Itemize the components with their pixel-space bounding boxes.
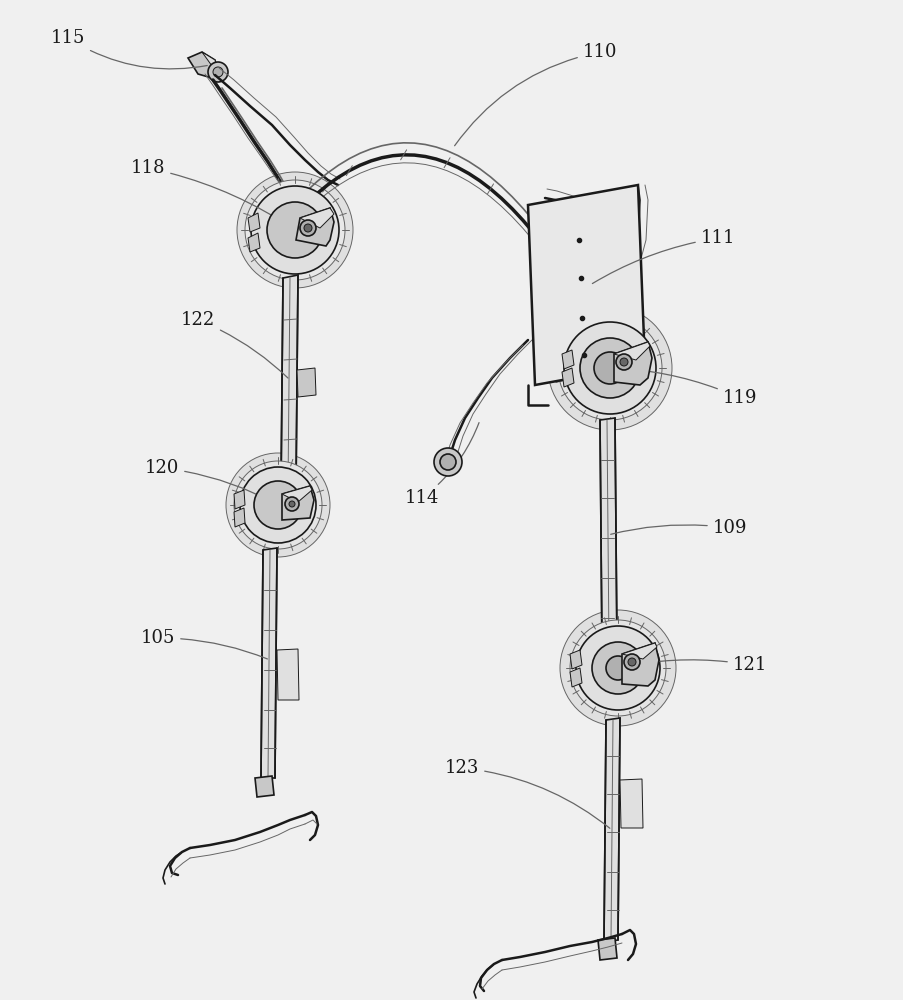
Text: 118: 118 (131, 159, 293, 228)
Circle shape (563, 322, 656, 414)
Circle shape (591, 642, 643, 694)
Text: 123: 123 (444, 759, 610, 828)
Polygon shape (295, 208, 333, 246)
Polygon shape (598, 938, 617, 960)
Polygon shape (300, 208, 333, 228)
Polygon shape (562, 368, 573, 387)
Polygon shape (603, 718, 619, 942)
Polygon shape (562, 350, 573, 369)
Polygon shape (621, 643, 656, 659)
Text: 105: 105 (141, 629, 267, 659)
Polygon shape (600, 418, 617, 650)
Circle shape (628, 658, 636, 666)
Circle shape (254, 481, 302, 529)
Circle shape (570, 620, 666, 716)
Circle shape (623, 654, 639, 670)
Circle shape (237, 172, 352, 288)
Circle shape (605, 656, 629, 680)
Polygon shape (188, 52, 218, 78)
Circle shape (226, 453, 330, 557)
Polygon shape (255, 776, 274, 797)
Polygon shape (613, 342, 651, 385)
Circle shape (245, 180, 345, 280)
Circle shape (619, 358, 628, 366)
Circle shape (575, 626, 659, 710)
Polygon shape (282, 486, 313, 520)
Circle shape (580, 338, 639, 398)
Polygon shape (276, 649, 299, 700)
Circle shape (303, 224, 312, 232)
Circle shape (289, 501, 294, 507)
Circle shape (284, 497, 299, 511)
Circle shape (615, 354, 631, 370)
Polygon shape (261, 548, 276, 778)
Text: 115: 115 (51, 29, 207, 69)
Text: 111: 111 (591, 229, 734, 284)
Polygon shape (281, 275, 298, 490)
Text: 122: 122 (181, 311, 288, 378)
Polygon shape (297, 368, 316, 397)
Circle shape (239, 467, 316, 543)
Circle shape (251, 186, 339, 274)
Circle shape (433, 448, 461, 476)
Polygon shape (570, 650, 582, 669)
Circle shape (547, 306, 671, 430)
Circle shape (559, 610, 675, 726)
Text: 119: 119 (612, 368, 757, 407)
Polygon shape (234, 490, 245, 509)
Polygon shape (282, 486, 312, 502)
Polygon shape (570, 668, 582, 687)
Polygon shape (234, 508, 245, 527)
Circle shape (213, 67, 223, 77)
Polygon shape (247, 233, 260, 252)
Text: 109: 109 (610, 519, 747, 537)
Polygon shape (527, 185, 644, 385)
Circle shape (440, 454, 455, 470)
Circle shape (234, 461, 321, 549)
Circle shape (557, 316, 661, 420)
Polygon shape (619, 779, 642, 828)
Circle shape (593, 352, 625, 384)
Polygon shape (613, 342, 649, 360)
Text: 120: 120 (144, 459, 275, 504)
Polygon shape (247, 213, 260, 232)
Text: 110: 110 (454, 43, 617, 146)
Circle shape (208, 62, 228, 82)
Circle shape (300, 220, 316, 236)
Polygon shape (201, 52, 218, 72)
Text: 114: 114 (405, 423, 479, 507)
Polygon shape (621, 643, 658, 686)
Circle shape (266, 202, 322, 258)
Text: 121: 121 (620, 656, 767, 674)
